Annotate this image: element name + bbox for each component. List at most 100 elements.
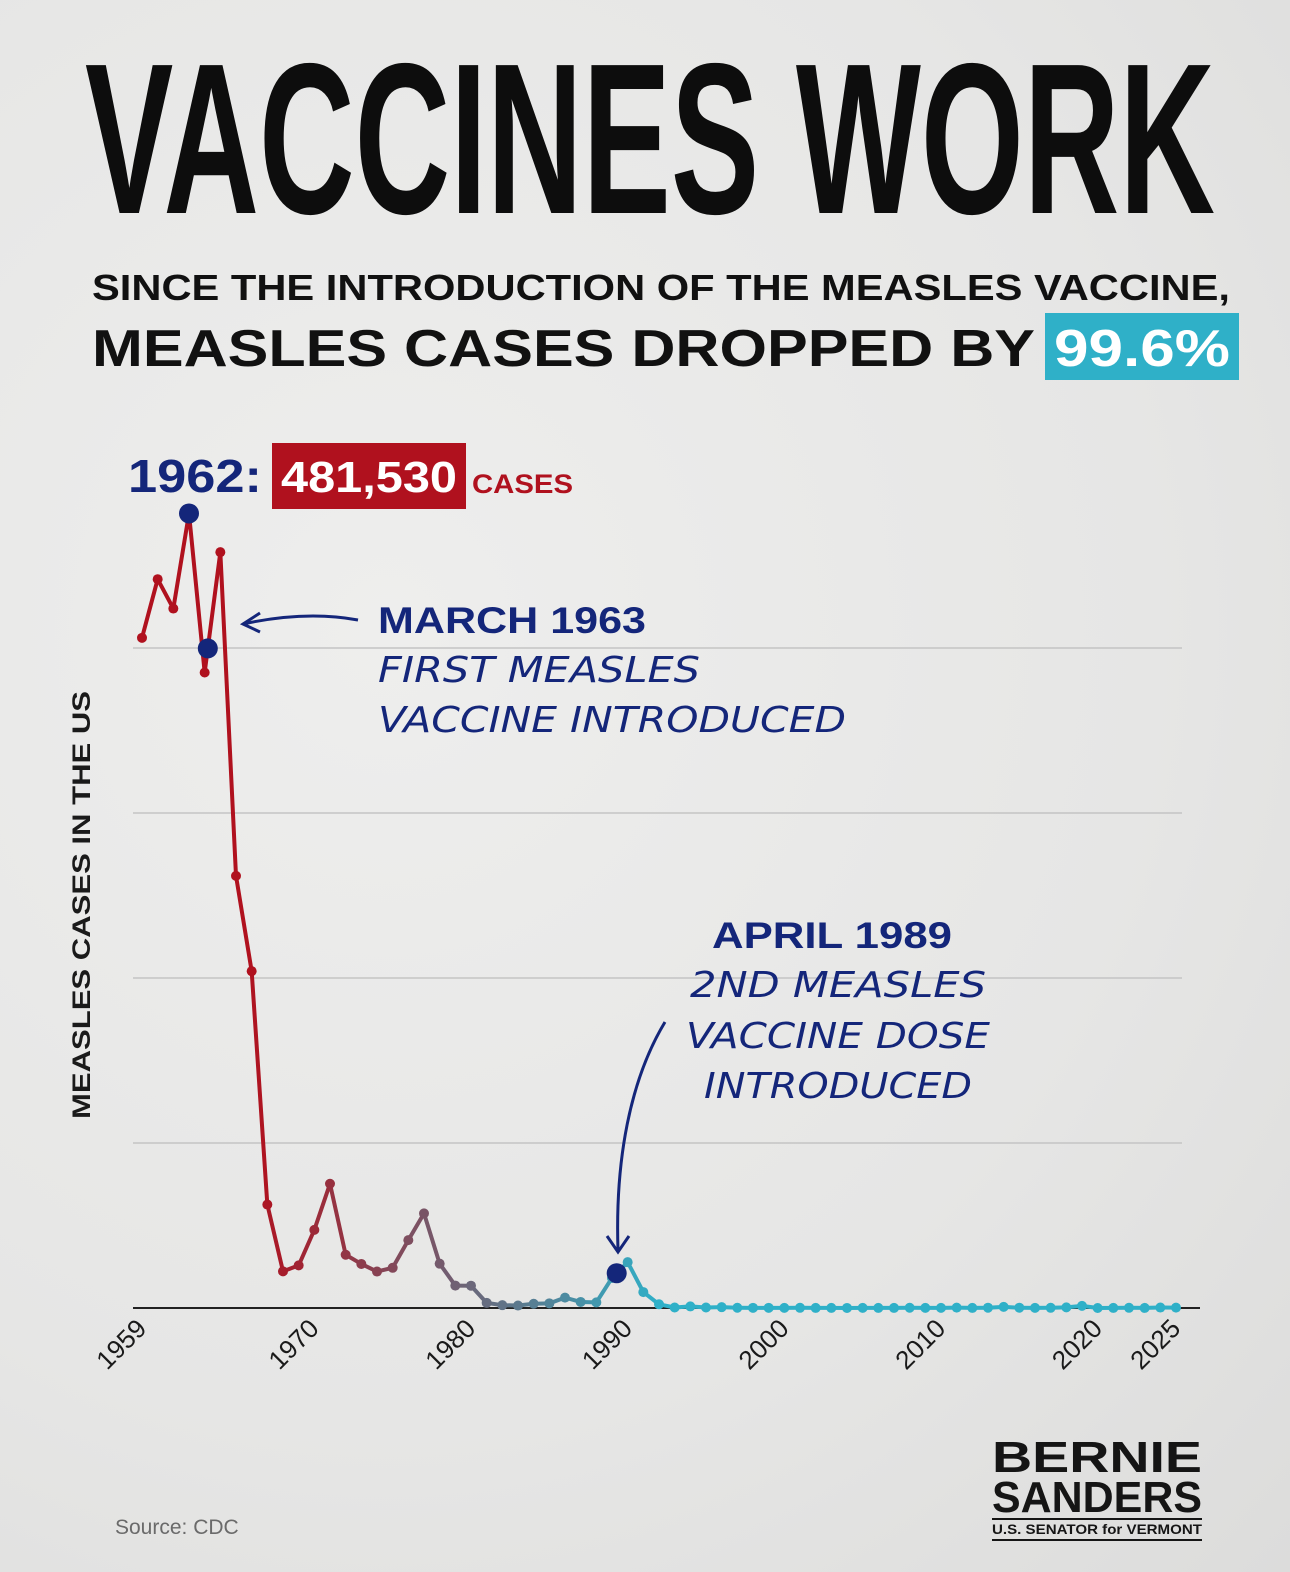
- data-point: [685, 1301, 696, 1312]
- data-point: [889, 1302, 899, 1313]
- logo-line2: SANDERS: [992, 1473, 1202, 1522]
- line-segment: [312, 1181, 332, 1232]
- peak-year-label: 1962:: [128, 450, 262, 502]
- x-tick-label: 1959: [90, 1313, 152, 1375]
- headline: VACCINES WORK: [85, 18, 1215, 259]
- data-point: [387, 1262, 398, 1273]
- data-point: [168, 603, 179, 614]
- data-point: [450, 1280, 461, 1291]
- x-tick-label: 2025: [1124, 1313, 1186, 1375]
- highlight-point: [606, 1263, 627, 1284]
- data-point: [1061, 1302, 1072, 1313]
- data-point: [356, 1258, 367, 1269]
- line-segment: [234, 873, 254, 974]
- data-point: [1155, 1302, 1166, 1313]
- annotation-1963-line1: FIRST MEASLES: [378, 650, 700, 691]
- data-point: [936, 1302, 946, 1313]
- data-point: [669, 1302, 680, 1313]
- data-point: [419, 1208, 429, 1219]
- data-point: [262, 1199, 273, 1210]
- x-tick-label: 2020: [1046, 1313, 1108, 1375]
- data-point: [246, 966, 257, 977]
- highlight-point: [179, 503, 199, 524]
- data-point: [654, 1299, 664, 1310]
- line-segment: [406, 1211, 426, 1243]
- peak-value-box: [272, 443, 466, 509]
- line-segment: [171, 511, 191, 611]
- x-tick-label: 2000: [732, 1313, 794, 1375]
- bernie-sanders-logo: BERNIE SANDERS U.S. SENATOR for VERMONT: [992, 1433, 1202, 1541]
- data-point: [701, 1302, 711, 1313]
- y-axis-label: MEASLES CASES IN THE US: [68, 691, 96, 1119]
- data-point: [622, 1257, 633, 1268]
- data-point: [904, 1302, 915, 1313]
- data-point: [1045, 1302, 1056, 1313]
- subtitle-line1: SINCE THE INTRODUCTION OF THE MEASLES VA…: [92, 267, 1230, 308]
- data-point: [403, 1235, 414, 1246]
- data-point: [1077, 1300, 1087, 1311]
- data-point: [340, 1249, 351, 1260]
- line-segment: [249, 969, 270, 1207]
- line-segment: [265, 1202, 285, 1274]
- logo-line3: U.S. SENATOR for VERMONT: [992, 1521, 1202, 1537]
- data-point: [638, 1287, 649, 1298]
- annotation-1963-line2: VACCINE INTRODUCED: [378, 700, 846, 741]
- data-point: [591, 1297, 602, 1308]
- data-point: [826, 1302, 837, 1313]
- arrow-1963: [242, 614, 359, 626]
- data-point: [575, 1296, 586, 1307]
- x-tick-label: 2010: [889, 1313, 951, 1375]
- x-tick-label: 1980: [419, 1313, 481, 1375]
- data-point: [293, 1260, 304, 1271]
- data-point: [278, 1266, 288, 1277]
- data-point: [795, 1302, 805, 1313]
- line-segment: [296, 1227, 317, 1268]
- data-point: [951, 1302, 962, 1313]
- data-point: [1171, 1302, 1181, 1313]
- data-point: [513, 1300, 523, 1311]
- annotation-1963-title: MARCH 1963: [378, 600, 646, 641]
- arrowhead-1963: [239, 611, 261, 634]
- x-tick-labels: 1959 1970 1980 1990 2000 2010 2020 2025: [90, 1313, 1186, 1375]
- data-point: [716, 1302, 727, 1313]
- data-point: [1030, 1302, 1040, 1313]
- data-point: [857, 1302, 868, 1313]
- data-point: [481, 1297, 492, 1308]
- data-point: [1092, 1302, 1103, 1313]
- highlight-point: [197, 638, 218, 659]
- source-label: Source: CDC: [115, 1516, 239, 1539]
- data-point: [528, 1298, 539, 1309]
- annotation-1989-line2: VACCINE DOSE: [686, 1016, 990, 1057]
- data-point: [372, 1266, 382, 1277]
- data-point: [983, 1302, 993, 1313]
- highlight-box: [1045, 313, 1239, 380]
- line-segment: [328, 1181, 348, 1257]
- x-tick-label: 1970: [262, 1313, 324, 1375]
- data-point: [763, 1302, 774, 1313]
- arrow-1989: [616, 1021, 667, 1251]
- line-segment: [625, 1260, 646, 1295]
- data-point: [1108, 1302, 1119, 1313]
- data-point: [967, 1302, 978, 1313]
- data-point: [215, 547, 226, 558]
- line-segment: [155, 577, 176, 611]
- data-point: [434, 1258, 445, 1269]
- annotation-1989-title: APRIL 1989: [712, 915, 952, 956]
- data-point: [152, 574, 163, 585]
- x-tick-label: 1990: [576, 1313, 638, 1375]
- line-segment: [218, 550, 238, 878]
- data-point: [748, 1302, 758, 1313]
- line-segment: [390, 1238, 411, 1270]
- data-point: [1124, 1302, 1134, 1313]
- data-point: [231, 870, 241, 881]
- annotation-1989-line1: 2ND MEASLES: [690, 965, 986, 1006]
- line-segment: [422, 1211, 442, 1266]
- line-series: [137, 508, 1181, 1313]
- gridlines: [133, 647, 1182, 1144]
- data-point: [497, 1300, 508, 1311]
- data-point: [137, 632, 147, 643]
- data-point: [1139, 1302, 1150, 1313]
- data-point: [732, 1302, 743, 1313]
